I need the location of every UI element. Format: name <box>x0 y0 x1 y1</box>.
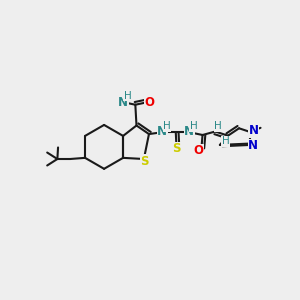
Text: S: S <box>141 155 149 168</box>
Text: H: H <box>124 91 132 101</box>
Text: N: N <box>158 125 167 139</box>
Text: H: H <box>163 122 171 131</box>
Text: O: O <box>194 144 204 157</box>
Text: N: N <box>118 96 128 109</box>
Text: N: N <box>184 125 194 139</box>
Text: S: S <box>172 142 181 155</box>
Text: N: N <box>248 139 258 152</box>
Text: H: H <box>222 136 230 146</box>
Text: N: N <box>249 124 259 137</box>
Text: H: H <box>190 122 198 131</box>
Text: H: H <box>214 122 222 131</box>
Text: O: O <box>144 96 154 109</box>
